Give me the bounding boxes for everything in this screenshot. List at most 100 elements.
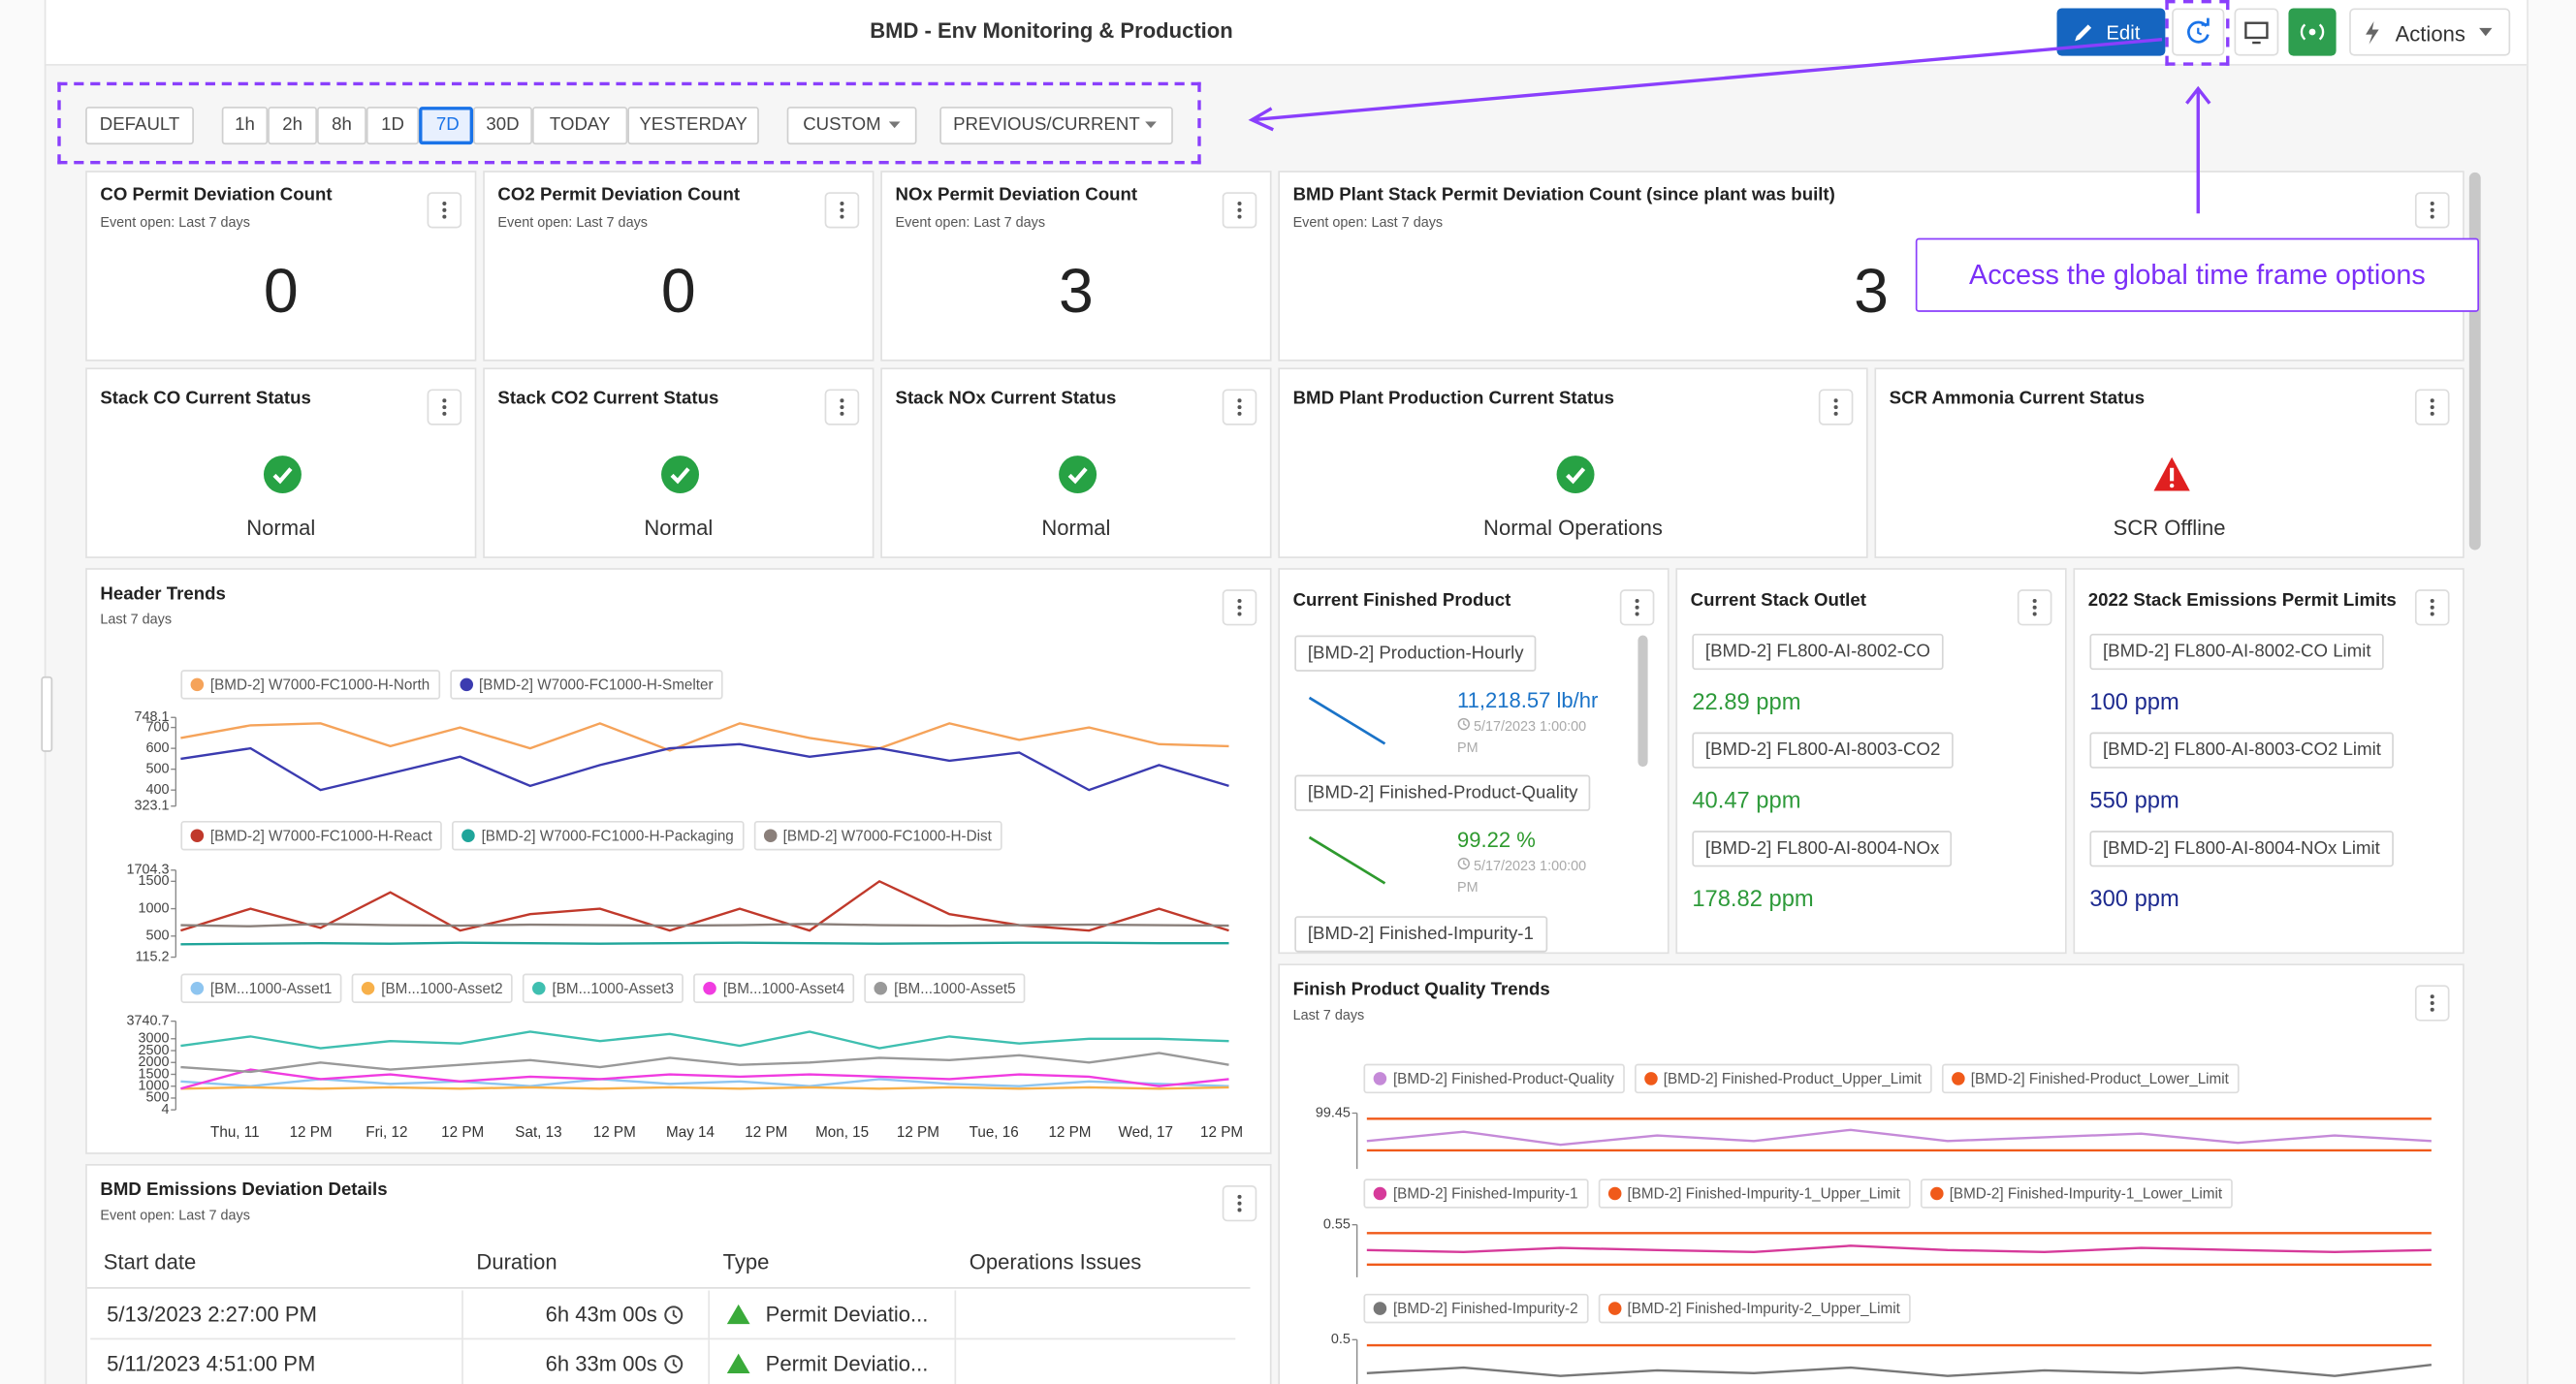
time-button-label: 7D: [435, 114, 460, 135]
time-button[interactable]: CUSTOM: [786, 107, 917, 145]
icon-shape: [1067, 467, 1088, 485]
icon-shape: [2032, 598, 2037, 604]
time-button[interactable]: 1D: [366, 107, 420, 145]
icon-shape: [1237, 1194, 1242, 1199]
time-button[interactable]: 1h: [221, 107, 269, 145]
icon-shape: [2197, 27, 2203, 36]
icon-shape: [840, 202, 844, 219]
menu-button[interactable]: [427, 389, 462, 425]
icon-shape: [2032, 612, 2037, 616]
time-button[interactable]: 7D: [419, 107, 474, 145]
live-button[interactable]: [2288, 8, 2337, 56]
cell-text: 6h 33m 00s: [545, 1351, 657, 1376]
icon-shape: [1059, 456, 1097, 494]
icon-shape: [2187, 20, 2210, 44]
legend-dot: [1929, 1186, 1943, 1201]
menu-button[interactable]: [2017, 589, 2052, 626]
legend-item[interactable]: [BMD-2] W7000-FC1000-H-Dist: [753, 820, 1002, 851]
present-button[interactable]: [2234, 8, 2279, 56]
menu-button[interactable]: [427, 192, 462, 229]
actions-button[interactable]: Actions: [2349, 8, 2511, 56]
icon-shape: [1059, 456, 1097, 494]
legend-item[interactable]: [BMD-2] Finished-Impurity-1_Lower_Limit: [1920, 1179, 2233, 1209]
menu-button[interactable]: [1222, 589, 1257, 626]
refresh-button[interactable]: [2172, 8, 2225, 56]
column-header: Duration: [476, 1249, 557, 1274]
icon-shape: [442, 398, 447, 403]
menu-button[interactable]: [824, 389, 860, 425]
icon-shape: [840, 398, 844, 416]
legend-dot: [1373, 1302, 1387, 1315]
menu-button[interactable]: [2414, 389, 2450, 425]
legend-item[interactable]: [BMD-2] Finished-Impurity-2: [1363, 1293, 1588, 1324]
icon-shape: [840, 411, 844, 416]
legend-label: [BMD-2] Finished-Impurity-1_Lower_Limit: [1949, 1185, 2223, 1202]
time-button-label: 2h: [282, 114, 303, 135]
table-cell: 6h 43m 00s: [462, 1290, 711, 1340]
menu-button[interactable]: [2414, 589, 2450, 626]
status-tile: Stack CO Current Status Normal: [85, 367, 477, 558]
icon-shape: [2430, 202, 2434, 206]
caret-icon: [2479, 27, 2493, 38]
legend-label: [BMD-2] W7000-FC1000-H-Dist: [782, 827, 992, 844]
legend-label: [BMD-2] Finished-Impurity-1: [1392, 1185, 1578, 1202]
legend-item[interactable]: [BMD-2] W7000-FC1000-H-North: [180, 670, 440, 700]
time-button[interactable]: TODAY: [532, 107, 628, 145]
caret-icon: [1145, 121, 1157, 129]
time-button[interactable]: 2h: [268, 107, 318, 145]
side-panel: [2527, 0, 2576, 1384]
icon-shape: [1463, 720, 1467, 727]
menu-button[interactable]: [1222, 389, 1257, 425]
icon-shape: [1237, 612, 1242, 616]
value-tile: Current Stack Outlet [BMD-2] FL800-AI-800…: [1675, 568, 2067, 955]
legend-item[interactable]: [BMD-2] Finished-Product_Lower_Limit: [1941, 1063, 2240, 1094]
icon-shape: [1457, 717, 1470, 731]
time-button[interactable]: 8h: [317, 107, 366, 145]
menu-button[interactable]: [1818, 389, 1854, 425]
legend-item[interactable]: [BM...1000-Asset4: [693, 973, 855, 1004]
menu-button[interactable]: [2414, 985, 2450, 1022]
menu-button[interactable]: [1222, 1185, 1257, 1222]
edit-button[interactable]: Edit: [2056, 8, 2166, 56]
menu-button[interactable]: [1222, 192, 1257, 229]
time-button[interactable]: DEFAULT: [85, 107, 194, 145]
time-button[interactable]: PREVIOUS/CURRENT: [939, 107, 1173, 145]
legend-item[interactable]: [BMD-2] Finished-Product-Quality: [1363, 1063, 1625, 1094]
legend-item[interactable]: [BMD-2] W7000-FC1000-H-Smelter: [449, 670, 723, 700]
legend-item[interactable]: [BMD-2] W7000-FC1000-H-Packaging: [452, 820, 744, 851]
legend-label: [BM...1000-Asset2: [381, 980, 503, 997]
legend-item[interactable]: [BM...1000-Asset2: [351, 973, 513, 1004]
table-cell: Permit Deviatio...: [710, 1290, 957, 1340]
icon-shape: [2187, 17, 2210, 44]
icon-shape: [2430, 612, 2434, 616]
table-cell: 5/11/2023 4:51:00 PM: [90, 1339, 463, 1384]
table-cell: 6h 33m 00s: [463, 1339, 711, 1384]
menu-button[interactable]: [2414, 192, 2450, 229]
tag-label: [BMD-2] Finished-Product-Quality: [1294, 774, 1592, 811]
time-button[interactable]: 30D: [473, 107, 533, 145]
legend-item[interactable]: [BMD-2] Finished-Impurity-2_Upper_Limit: [1597, 1293, 1911, 1324]
legend-label: [BMD-2] W7000-FC1000-H-Packaging: [481, 827, 734, 844]
legend-item[interactable]: [BMD-2] Finished-Impurity-1: [1363, 1179, 1588, 1209]
icon-shape: [1833, 398, 1838, 403]
legend: [BMD-2] Finished-Impurity-2 [BMD-2] Finis…: [1363, 1293, 1911, 1324]
menu-button[interactable]: [1619, 589, 1655, 626]
menu-button[interactable]: [824, 192, 860, 229]
icon-shape: [840, 214, 844, 219]
legend-item[interactable]: [BM...1000-Asset1: [180, 973, 342, 1004]
legend-dot: [763, 829, 777, 842]
tag-label: [BMD-2] FL800-AI-8002-CO: [1692, 633, 1944, 671]
time-button[interactable]: YESTERDAY: [627, 107, 759, 145]
column-header: Start date: [103, 1249, 197, 1274]
legend-item[interactable]: [BMD-2] Finished-Impurity-1_Upper_Limit: [1597, 1179, 1911, 1209]
status-icon: [2151, 455, 2191, 494]
legend-item[interactable]: [BMD-2] Finished-Product_Upper_Limit: [1634, 1063, 1932, 1094]
legend-item[interactable]: [BM...1000-Asset5: [864, 973, 1026, 1004]
legend-item[interactable]: [BMD-2] W7000-FC1000-H-React: [180, 820, 442, 851]
side-tab: [41, 676, 53, 752]
icon-shape: [1308, 696, 1386, 745]
legend-item[interactable]: [BM...1000-Asset3: [523, 973, 684, 1004]
warning-icon: [726, 1304, 750, 1325]
kpi-value: 0: [660, 257, 696, 328]
icon-shape: [1457, 857, 1470, 870]
